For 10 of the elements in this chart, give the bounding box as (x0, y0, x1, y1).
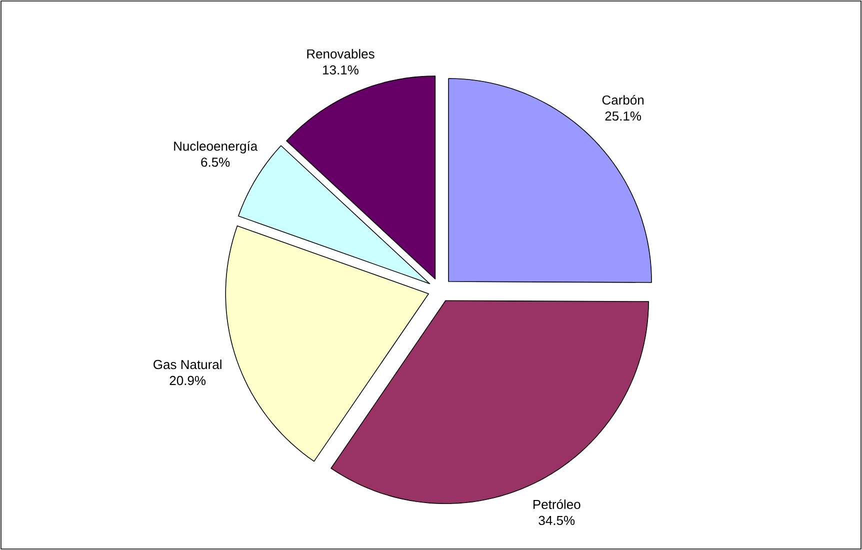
slice-label: Renovables (307, 48, 374, 59)
slice-label: Carbón (602, 94, 644, 105)
slice-label: Nucleoenergía (174, 141, 258, 154)
slice-label: Gas Natural (154, 360, 222, 370)
data-label: 13.1% (323, 65, 358, 75)
data-label: 20.9% (170, 376, 206, 386)
data-label: 25.1% (605, 111, 642, 121)
slice-label: Petróleo (533, 499, 580, 510)
data-label: 34.5% (538, 516, 575, 526)
data-label: 6.5% (201, 158, 230, 167)
